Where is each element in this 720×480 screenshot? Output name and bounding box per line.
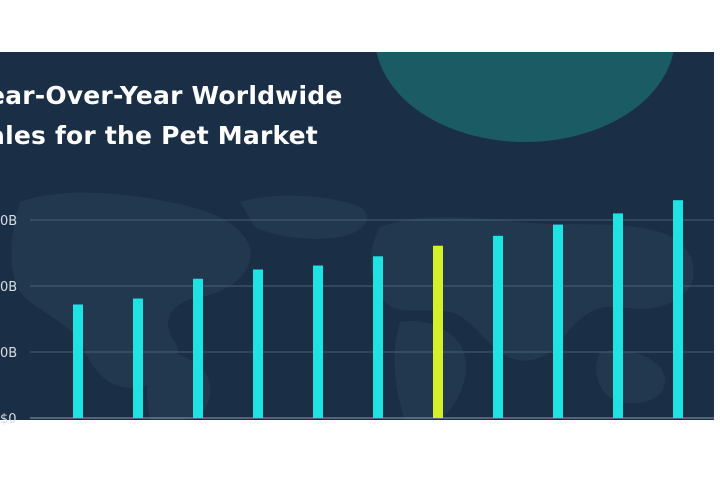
bar-9 [553, 224, 563, 418]
bar-5 [313, 265, 323, 418]
gridlines [30, 219, 714, 419]
bar-11 [673, 200, 683, 418]
bar-1 [73, 304, 83, 418]
bar-6 [373, 256, 383, 418]
chart-title: ear-Over-Year Worldwide ales for the Pet… [0, 76, 343, 156]
bar-10 [613, 213, 623, 418]
y-axis-ticks: $0 0B 0B 0B [0, 214, 17, 427]
y-tick-label-0: $0 [0, 412, 17, 427]
bar-4 [253, 269, 263, 418]
bars [73, 200, 683, 418]
y-tick-label-2: 0B [0, 280, 17, 295]
bar-3 [193, 278, 203, 418]
bar-7 [433, 245, 443, 418]
y-tick-label-3: 0B [0, 214, 17, 229]
right-edge-strip [714, 52, 720, 420]
bar-2 [133, 298, 143, 418]
y-tick-label-1: 0B [0, 346, 17, 361]
bar-8 [493, 235, 503, 418]
chart-title-line-1: ear-Over-Year Worldwide [0, 81, 343, 110]
chart-title-line-2: ales for the Pet Market [0, 121, 318, 150]
